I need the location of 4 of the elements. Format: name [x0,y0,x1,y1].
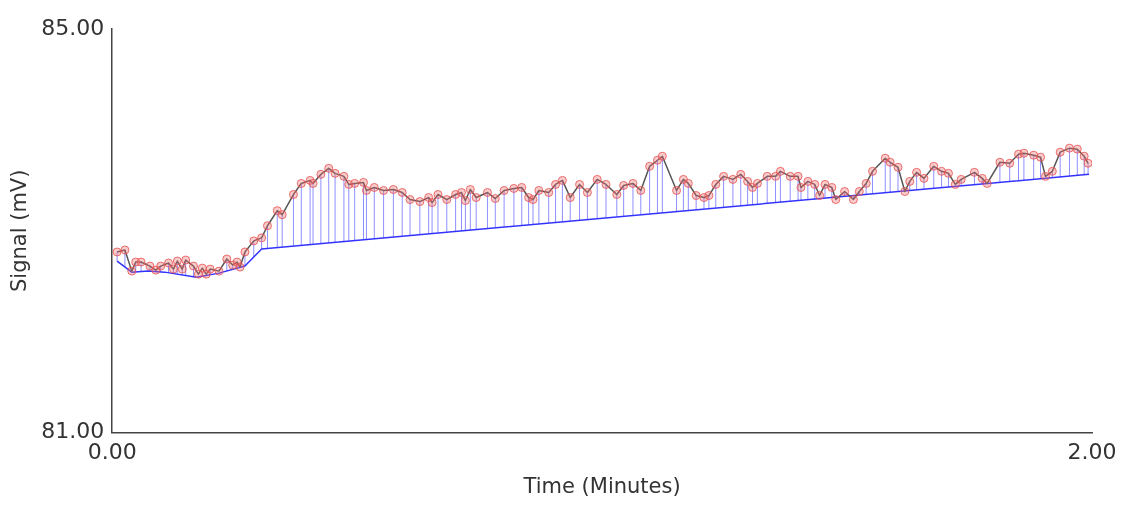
y-axis-title: Signal (mV) [7,169,32,292]
y-tick-label: 85.00 [41,14,105,40]
x-tick-label: 2.00 [1067,439,1117,465]
x-axis-title: Time (Minutes) [522,473,681,498]
